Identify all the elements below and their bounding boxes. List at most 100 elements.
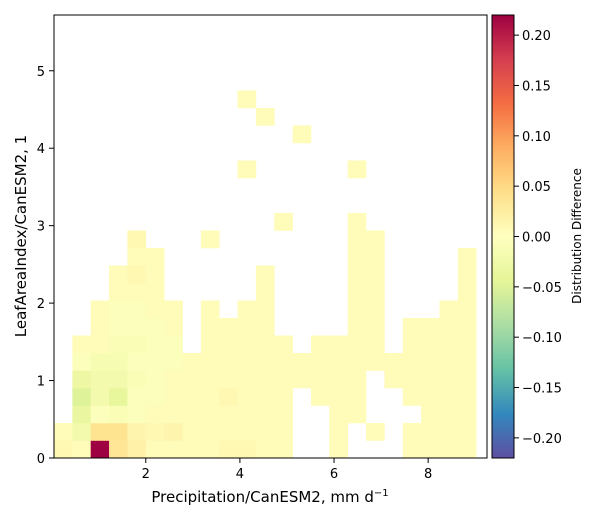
y-tick-label: 5 [37, 65, 45, 80]
heatmap-cell [200, 335, 220, 354]
heatmap-cell [90, 335, 110, 354]
heatmap-cell [421, 335, 440, 354]
heatmap-cell [347, 212, 367, 231]
heatmap-cell [237, 405, 257, 424]
colorbar-tick-label: −0.15 [522, 382, 562, 397]
y-tick-label: 2 [37, 297, 45, 312]
heatmap-cell [274, 212, 293, 231]
heatmap-cell [439, 422, 459, 441]
heatmap-cell [255, 282, 275, 301]
heatmap-cell [237, 387, 257, 406]
heatmap-cell [237, 440, 257, 459]
heatmap-cell [164, 352, 183, 371]
heatmap-cell [109, 335, 128, 354]
heatmap-cell [237, 422, 257, 441]
heatmap-cell [421, 317, 440, 336]
heatmap-cell [255, 387, 275, 406]
heatmap-cell [274, 405, 293, 424]
heatmap-cell [274, 352, 293, 371]
colorbar-tick-label: −0.10 [522, 331, 562, 346]
colorbar-tick-label: 0.10 [522, 130, 551, 145]
heatmap-cell [439, 440, 459, 459]
heatmap-cells [54, 90, 477, 459]
colorbar-tick-label: 0.00 [522, 231, 551, 246]
x-tick-label: 8 [424, 467, 432, 482]
x-axis-title: Precipitation/CanESM2, mm d−1 [151, 488, 388, 506]
heatmap-cell [90, 422, 110, 441]
heatmap-cell [182, 440, 202, 459]
heatmap-cell [421, 387, 440, 406]
heatmap-cell [347, 387, 367, 406]
heatmap-cell [127, 440, 147, 459]
heatmap-cell [164, 317, 183, 336]
heatmap-cell [439, 317, 459, 336]
heatmap-cell [72, 422, 92, 441]
colorbar-tick-label: 0.05 [522, 180, 551, 195]
heatmap-cell [366, 247, 385, 266]
heatmap-cell [366, 300, 385, 319]
heatmap-cell [310, 370, 330, 389]
heatmap-cell [145, 282, 165, 301]
heatmap-cell [219, 405, 238, 424]
heatmap-cell [274, 440, 293, 459]
heatmap-cell [90, 387, 110, 406]
heatmap-cell [457, 282, 477, 301]
heatmap-cell [200, 300, 220, 319]
heatmap-cell [402, 370, 422, 389]
heatmap-cell [90, 317, 110, 336]
heatmap-cell [347, 352, 367, 371]
heatmap-cell [164, 300, 183, 319]
heatmap-cell [457, 405, 477, 424]
heatmap-cell [274, 335, 293, 354]
heatmap-cell [200, 370, 220, 389]
heatmap-cell [274, 387, 293, 406]
heatmap-cell [439, 352, 459, 371]
heatmap-cell [439, 300, 459, 319]
heatmap-cell [457, 265, 477, 284]
heatmap-cell [164, 422, 183, 441]
x-tick-label: 6 [330, 467, 338, 482]
heatmap-cell [366, 230, 385, 249]
heatmap-cell [145, 370, 165, 389]
heatmap-cell [329, 335, 348, 354]
heatmap-cell [182, 387, 202, 406]
heatmap-cell [127, 387, 147, 406]
heatmap-cell [145, 440, 165, 459]
heatmap-cell [200, 422, 220, 441]
heatmap-cell [90, 300, 110, 319]
heatmap-cell [457, 387, 477, 406]
heatmap-cell [164, 370, 183, 389]
heatmap-cell [219, 440, 238, 459]
heatmap-cell [292, 370, 312, 389]
heatmap-cell [237, 352, 257, 371]
x-tick-label: 2 [142, 467, 150, 482]
heatmap-cell [109, 300, 128, 319]
heatmap-cell [402, 440, 422, 459]
heatmap-cell [145, 265, 165, 284]
colorbar-ticks: −0.20 −0.15 −0.10 −0.05 0.00 0.05 0.10 0.15 0.20 [514, 29, 562, 447]
heatmap-cell [182, 370, 202, 389]
heatmap-cell [219, 352, 238, 371]
heatmap-cell [127, 370, 147, 389]
heatmap-cell [72, 405, 92, 424]
heatmap-cell [145, 335, 165, 354]
heatmap-cell [127, 405, 147, 424]
heatmap-cell [457, 370, 477, 389]
heatmap-cell [200, 317, 220, 336]
heatmap-cell [421, 440, 440, 459]
heatmap-cell [145, 422, 165, 441]
y-tick-label: 0 [37, 452, 45, 467]
heatmap-cell [90, 370, 110, 389]
heatmap-cell [109, 405, 128, 424]
heatmap-cell [310, 387, 330, 406]
heatmap-cell [439, 335, 459, 354]
heatmap-cell [145, 352, 165, 371]
heatmap-cell [457, 422, 477, 441]
heatmap-cell [366, 422, 385, 441]
heatmap-cell [109, 422, 128, 441]
heatmap-cell [255, 335, 275, 354]
heatmap-cell [347, 265, 367, 284]
y-tick-label: 3 [37, 220, 45, 235]
heatmap-cell [274, 422, 293, 441]
x-axis-ticks: 2 4 6 8 [142, 458, 432, 482]
